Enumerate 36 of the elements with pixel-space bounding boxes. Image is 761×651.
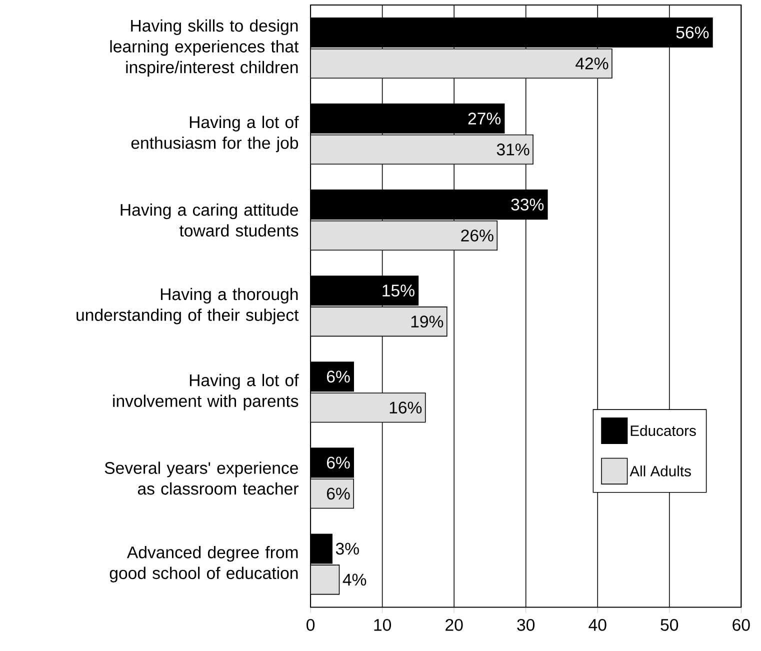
data-label: 27%: [468, 112, 501, 124]
y-tick-label: Having a caring attitude toward students: [120, 204, 298, 237]
data-label: 16%: [390, 402, 422, 414]
x-tick-label: 10: [374, 619, 392, 631]
bar: [310, 392, 426, 423]
x-tick-label: 30: [517, 619, 535, 631]
y-tick-label: Advanced degree from good school of education: [110, 546, 298, 582]
data-label: 31%: [496, 144, 530, 156]
data-label: 56%: [676, 26, 709, 39]
data-label: 6%: [327, 370, 350, 383]
bar: [310, 564, 340, 595]
data-label: 42%: [576, 58, 608, 70]
y-tick-label: Having a thorough understanding of their subject: [76, 288, 299, 324]
data-label: 6%: [327, 456, 350, 469]
data-label: 26%: [461, 230, 494, 242]
legend-label: Educators: [630, 425, 696, 436]
data-label: 6%: [327, 488, 350, 500]
data-label: 19%: [411, 316, 444, 328]
bar: [310, 306, 448, 337]
y-tick-label: Having a lot of involvement with parents: [113, 374, 299, 410]
data-label: 33%: [511, 198, 544, 211]
bar: [310, 134, 534, 165]
x-tick-label: 0: [306, 619, 315, 631]
legend-label: All Adults: [630, 466, 691, 476]
data-label: 15%: [382, 284, 414, 297]
x-tick-label: 60: [732, 619, 750, 631]
bar: [310, 220, 498, 251]
x-tick-label: 20: [446, 619, 463, 631]
x-tick-label: 50: [660, 619, 678, 631]
bar: [310, 48, 612, 79]
data-label: 3%: [336, 542, 359, 555]
y-tick-label: Having skills to design learning experiences that inspire/interest children: [110, 19, 299, 77]
y-tick-label: Having a lot of enthusiasm for the job: [131, 116, 299, 152]
data-label: 4%: [342, 574, 366, 586]
x-tick-label: 40: [588, 619, 606, 631]
y-tick-label: Several years' experience as classroom teacher: [104, 462, 298, 495]
